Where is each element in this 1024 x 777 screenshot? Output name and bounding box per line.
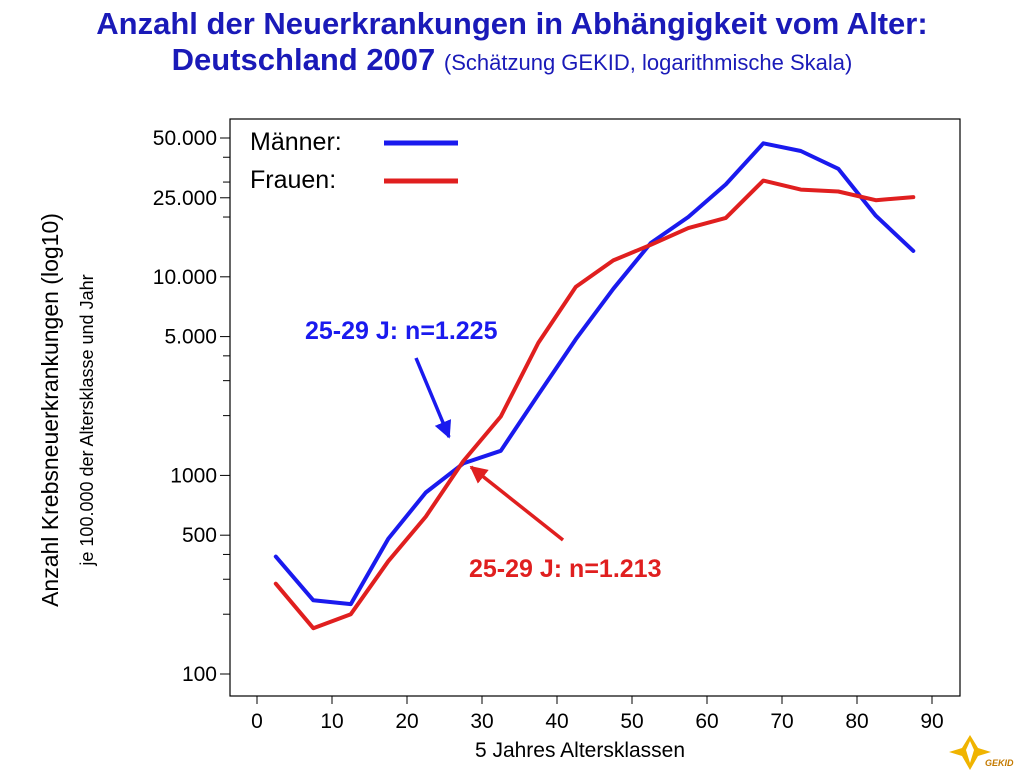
annotation-arrow-frauen — [469, 465, 565, 542]
plot-frame — [229, 118, 961, 697]
legend-label: Frauen: — [250, 166, 336, 194]
title-subtitle: (Schätzung GEKID, logarithmische Skala) — [443, 50, 853, 75]
annotation-frauen: 25-29 J: n=1.213 — [469, 555, 662, 583]
legend: Männer: Frauen: — [250, 128, 458, 194]
annotation-maenner: 25-29 J: n=1.225 — [305, 317, 498, 345]
gekid-star-highlight — [966, 741, 974, 763]
x-tick-label: 10 — [320, 710, 343, 733]
axes: 0 10 20 30 40 50 60 70 80 90 100 500 1000 5.000 10.000… — [37, 118, 961, 762]
y-tick-label: 500 — [182, 524, 217, 547]
x-tick-label: 20 — [395, 710, 418, 733]
x-axis-label: 5 Jahres Altersklassen — [475, 739, 685, 762]
annotations: 25-29 J: n=1.225 25-29 J: n=1.213 — [305, 317, 662, 583]
x-tick-label: 30 — [470, 710, 493, 733]
y-axis-sublabel: je 100.000 der Altersklasse und Jahr — [77, 274, 97, 566]
x-tick-label: 70 — [770, 710, 793, 733]
legend-label: Männer: — [250, 128, 342, 156]
y-tick-label: 100 — [182, 663, 217, 686]
x-tick-label: 50 — [620, 710, 643, 733]
x-tick-label: 60 — [695, 710, 718, 733]
series-line-maenner — [273, 141, 916, 607]
series-line-frauen — [273, 178, 916, 631]
x-tick-label: 90 — [920, 710, 943, 733]
x-tick-label: 80 — [845, 710, 868, 733]
x-tick-label: 40 — [545, 710, 568, 733]
y-tick-label: 1000 — [170, 464, 217, 487]
title-line-1: Anzahl der Neuerkrankungen in Abhängigke… — [96, 6, 928, 41]
x-tick-label: 0 — [251, 710, 263, 733]
y-tick-label: 5.000 — [164, 326, 217, 349]
y-axis-label: Anzahl Krebsneuerkrankungen (log10) — [37, 213, 63, 607]
plot-area — [273, 141, 916, 631]
annotation-arrow-maenner — [414, 357, 452, 439]
logo-text: GEKID — [985, 758, 1014, 768]
gekid-star-icon — [949, 735, 991, 770]
y-tick-label: 50.000 — [153, 127, 217, 150]
y-tick-label: 10.000 — [153, 266, 217, 289]
chart-title: Anzahl der Neuerkrankungen in Abhängigke… — [0, 6, 1024, 81]
y-tick-label: 25.000 — [153, 187, 217, 210]
title-main: Deutschland 2007 — [171, 42, 436, 77]
title-line-2: Deutschland 2007 (Schätzung GEKID, logar… — [0, 42, 1024, 81]
